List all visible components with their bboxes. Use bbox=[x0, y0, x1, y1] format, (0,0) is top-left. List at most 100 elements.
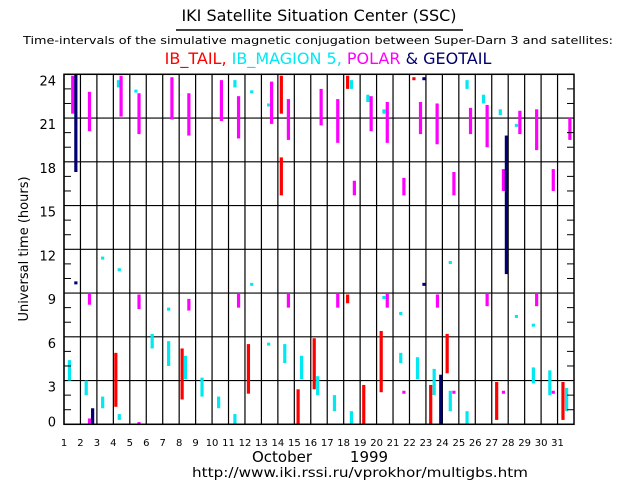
interval-polar bbox=[418, 102, 423, 135]
interval-polar bbox=[187, 298, 191, 311]
interval-ib-magion-5 bbox=[448, 390, 452, 412]
interval-ib-magion-5 bbox=[67, 360, 72, 381]
interval-polar bbox=[501, 169, 506, 191]
x-tick-label: 14 bbox=[272, 438, 285, 449]
interval-ib-magion-5 bbox=[134, 89, 138, 93]
x-tick-label: 23 bbox=[420, 438, 433, 449]
interval-ib-tail bbox=[379, 330, 383, 393]
interval-ib-magion-5 bbox=[233, 414, 237, 425]
interval-ib-magion-5 bbox=[349, 80, 354, 89]
interval-polar bbox=[385, 102, 389, 143]
x-tick-label: 16 bbox=[304, 438, 317, 449]
interval-polar bbox=[187, 93, 191, 136]
interval-polar bbox=[170, 77, 174, 120]
x-tick-label: 28 bbox=[502, 438, 515, 449]
y-tick-label: 18 bbox=[39, 162, 56, 177]
interval-ib-magion-5 bbox=[514, 314, 519, 318]
interval-polar bbox=[87, 418, 92, 425]
interval-polar bbox=[468, 107, 473, 135]
x-tick-label: 26 bbox=[469, 438, 482, 449]
chart-title: IKI Satellite Situation Center (SSC) bbox=[181, 6, 456, 25]
x-tick-label: 24 bbox=[436, 438, 449, 449]
interval-ib-tail bbox=[412, 77, 416, 81]
interval-ib-tail bbox=[346, 294, 350, 304]
interval-ib-magion-5 bbox=[167, 341, 171, 366]
interval-ib-magion-5 bbox=[233, 80, 237, 88]
interval-marks bbox=[67, 74, 572, 426]
interval-polar bbox=[402, 177, 406, 196]
axes: 1 2 3 4 5 6 7 8 9 10 11 12 13 14 15 16 17 18 19 20 21 22 23 24 2… bbox=[39, 73, 575, 449]
interval-polar bbox=[568, 118, 572, 140]
interval-polar bbox=[352, 180, 356, 196]
x-tick-label: 2 bbox=[77, 438, 83, 449]
interval-polar bbox=[336, 99, 340, 143]
interval-ib-tail bbox=[495, 382, 499, 420]
interval-polar bbox=[236, 293, 241, 308]
interval-geotail bbox=[422, 77, 426, 81]
interval-ib-magion-5 bbox=[267, 342, 271, 346]
legend-geotail: GEOTAIL bbox=[423, 49, 491, 68]
interval-polar bbox=[87, 293, 92, 305]
x-tick-label: 20 bbox=[370, 438, 383, 449]
interval-ib-magion-5 bbox=[117, 268, 121, 272]
interval-ib-tail bbox=[180, 348, 184, 400]
interval-polar bbox=[435, 103, 439, 145]
interval-polar bbox=[485, 104, 489, 148]
x-tick-label: 8 bbox=[176, 438, 182, 449]
interval-geotail bbox=[422, 282, 426, 286]
interval-ib-magion-5 bbox=[349, 411, 354, 425]
interval-polar bbox=[452, 172, 456, 196]
interval-ib-magion-5 bbox=[415, 357, 420, 380]
interval-ib-magion-5 bbox=[448, 260, 452, 264]
interval-ib-magion-5 bbox=[183, 355, 188, 380]
x-tick-label: 3 bbox=[94, 438, 100, 449]
interval-ib-magion-5 bbox=[150, 333, 154, 349]
y-tick-label: 9 bbox=[48, 293, 56, 308]
interval-polar bbox=[286, 99, 290, 140]
y-tick-label: 6 bbox=[48, 337, 56, 352]
interval-polar bbox=[435, 294, 440, 308]
y-tick-label: 24 bbox=[39, 74, 56, 89]
interval-ib-magion-5 bbox=[531, 367, 535, 384]
interval-ib-magion-5 bbox=[101, 396, 105, 409]
x-tick-label: 15 bbox=[288, 438, 301, 449]
x-tick-label: 21 bbox=[387, 438, 400, 449]
interval-polar bbox=[535, 109, 539, 151]
x-axis-year: 1999 bbox=[350, 448, 388, 466]
x-tick-label: 12 bbox=[239, 438, 252, 449]
interval-ib-tail bbox=[312, 338, 316, 390]
interval-polar bbox=[236, 96, 241, 139]
interval-ib-magion-5 bbox=[84, 380, 88, 396]
interval-ib-magion-5 bbox=[332, 395, 337, 412]
interval-ib-tail bbox=[279, 75, 283, 114]
interval-ib-magion-5 bbox=[316, 376, 320, 396]
y-tick-label: 21 bbox=[39, 118, 56, 133]
interval-geotail bbox=[74, 74, 78, 173]
legend: IB_TAIL, IB_MAGION 5, POLAR & GEOTAIL bbox=[165, 49, 492, 69]
interval-geotail bbox=[504, 135, 508, 275]
x-tick-label: 25 bbox=[452, 438, 465, 449]
interval-geotail bbox=[91, 408, 95, 425]
y-tick-label: 15 bbox=[39, 206, 56, 221]
x-tick-label: 13 bbox=[255, 438, 268, 449]
source-url[interactable]: http://www.iki.rssi.ru/vprokhor/multigbs… bbox=[192, 466, 528, 481]
x-tick-label: 31 bbox=[551, 438, 564, 449]
interval-ib-magion-5 bbox=[399, 352, 403, 364]
interval-polar bbox=[286, 293, 290, 308]
legend-ib-magion5: IB_MAGION 5, bbox=[227, 49, 342, 69]
x-tick-label: 9 bbox=[192, 438, 198, 449]
interval-polar bbox=[87, 91, 92, 132]
interval-ib-magion-5 bbox=[382, 109, 386, 114]
interval-ib-tail bbox=[296, 389, 300, 425]
legend-ampersand: & bbox=[400, 49, 423, 68]
x-tick-label: 6 bbox=[143, 438, 149, 449]
interval-ib-magion-5 bbox=[250, 90, 254, 94]
x-tick-label: 4 bbox=[110, 438, 116, 449]
x-tick-label: 30 bbox=[535, 438, 548, 449]
interval-polar bbox=[551, 390, 555, 394]
interval-polar bbox=[485, 293, 489, 307]
interval-ib-magion-5 bbox=[167, 307, 171, 311]
interval-polar bbox=[518, 110, 522, 135]
interval-ib-magion-5 bbox=[116, 80, 121, 88]
